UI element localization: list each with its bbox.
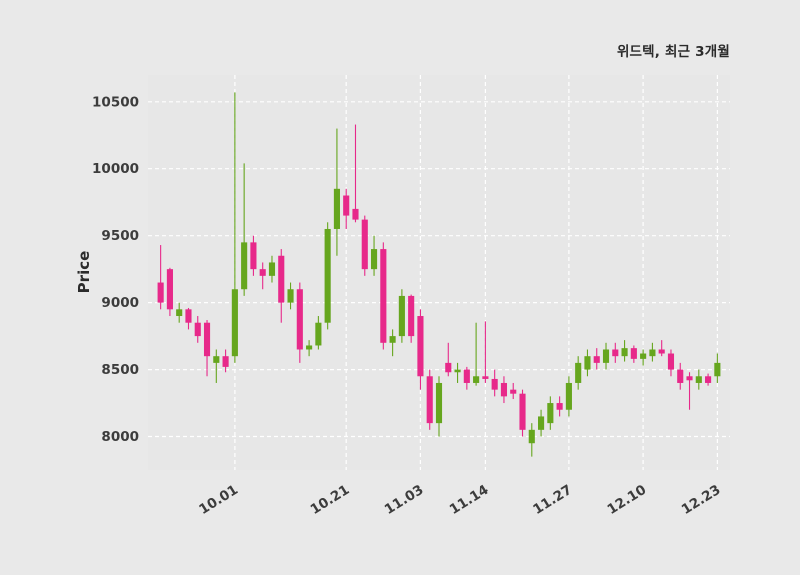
candle-body: [473, 376, 480, 383]
candle-body: [315, 322, 322, 346]
candle-body: [705, 376, 712, 383]
candle-body: [630, 348, 637, 359]
candle-body: [185, 309, 192, 323]
candle-body: [287, 289, 294, 303]
candle-body: [370, 249, 378, 270]
candle-body: [408, 295, 415, 337]
candle-body: [593, 356, 600, 363]
candle-body: [667, 353, 675, 370]
candle-body: [176, 309, 183, 317]
candle-body: [538, 416, 545, 430]
candle-body: [231, 289, 238, 357]
candle-body: [343, 195, 350, 216]
candle-body: [695, 376, 702, 383]
candle-body: [426, 376, 433, 424]
candle-body: [361, 219, 368, 270]
candles: [157, 92, 721, 457]
svg-text:12.10: 12.10: [605, 482, 650, 518]
candle-body: [556, 403, 563, 410]
candle-body: [640, 353, 647, 359]
candle-body: [686, 376, 693, 381]
candle-body: [547, 403, 554, 424]
candle-body: [222, 356, 229, 367]
candle-body: [575, 362, 582, 383]
candle-body: [658, 349, 665, 354]
svg-text:10.21: 10.21: [308, 482, 353, 518]
candle-body: [649, 349, 656, 357]
x-axis-labels: 10.01 10.21 11.03 11.14 11.27 12.10 12.23: [196, 482, 723, 518]
candle-body: [268, 262, 276, 276]
svg-text:9500: 9500: [101, 228, 139, 244]
candle-body: [677, 369, 684, 383]
candle-body: [510, 389, 517, 394]
y-axis-title: Price: [75, 250, 93, 294]
candle-body: [352, 208, 359, 220]
candle-body: [602, 349, 610, 363]
gridlines: [148, 75, 730, 470]
candle-body: [194, 322, 201, 337]
candle-body: [435, 382, 443, 424]
candle-body: [250, 242, 257, 270]
candle-body: [621, 348, 628, 357]
candle-body: [306, 345, 313, 350]
candle-body: [203, 322, 211, 357]
candle-body: [259, 269, 266, 276]
candle-body: [333, 188, 340, 229]
candle-body: [445, 362, 452, 373]
candle-body: [482, 376, 489, 379]
y-axis-labels: 8000 8500 9000 9500 10000 10500: [92, 94, 139, 445]
candle-body: [454, 369, 461, 373]
svg-text:8500: 8500: [101, 362, 139, 378]
chart-title: 위드텍, 최근 3개월: [616, 44, 730, 60]
candle-body: [157, 282, 164, 303]
candle-body: [398, 295, 405, 337]
svg-text:10000: 10000: [92, 161, 139, 177]
candle-body: [500, 382, 508, 397]
candle-body: [491, 378, 498, 390]
candle-body: [528, 429, 535, 444]
svg-text:10.01: 10.01: [196, 482, 241, 518]
candle-body: [166, 269, 173, 310]
svg-text:12.23: 12.23: [679, 482, 724, 518]
candle-body: [714, 362, 721, 377]
candle-body: [380, 249, 387, 343]
candle-body: [565, 382, 572, 410]
candle-body: [463, 369, 470, 383]
candle-body: [278, 255, 285, 303]
svg-text:11.14: 11.14: [447, 482, 492, 518]
candle-body: [519, 393, 526, 430]
candle-body: [584, 356, 591, 370]
candle-body: [296, 289, 303, 350]
svg-text:11.03: 11.03: [382, 482, 427, 518]
svg-text:10500: 10500: [92, 94, 139, 110]
svg-text:11.27: 11.27: [530, 482, 575, 518]
candle-body: [417, 316, 424, 377]
candle-body: [612, 349, 619, 357]
svg-text:8000: 8000: [101, 429, 139, 445]
candle-body: [241, 242, 248, 290]
svg-text:9000: 9000: [101, 295, 139, 311]
candle-body: [213, 356, 220, 363]
candle-body: [324, 228, 331, 323]
candle-body: [389, 336, 396, 343]
